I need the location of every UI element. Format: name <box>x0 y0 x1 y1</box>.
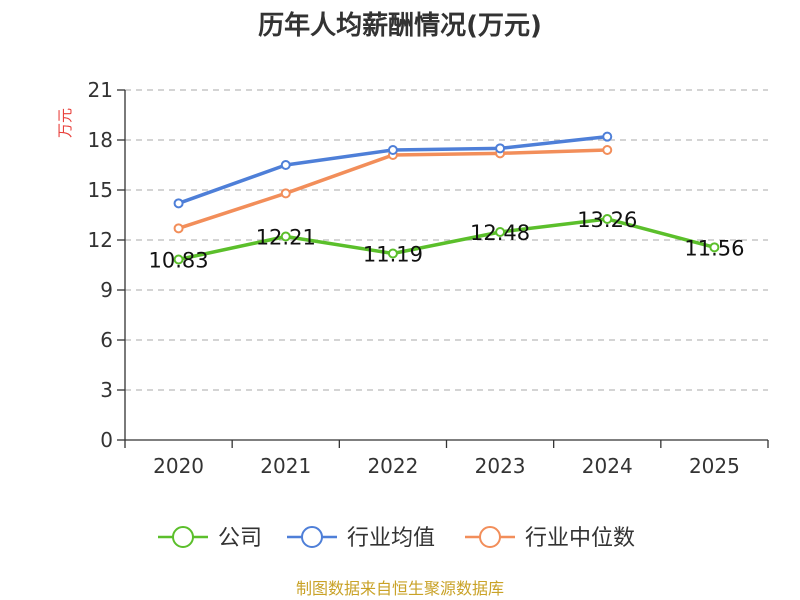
x-tick-label-2024: 2024 <box>582 454 633 478</box>
series-0-point-2025 <box>709 242 720 253</box>
data-label-2023: 12.48 <box>470 221 530 245</box>
y-tick-label-9: 9 <box>100 278 113 302</box>
y-tick-label-0: 0 <box>100 428 113 452</box>
series-1-point-2022 <box>387 145 398 155</box>
series-group <box>173 131 720 265</box>
source-note: 制图数据来自恒生聚源数据库 <box>296 579 504 598</box>
axes: 0 3 6 9 12 15 18 21 2020 2021 2022 2023 2024 2025 <box>88 78 769 478</box>
legend-label-0: 公司 <box>218 526 262 551</box>
data-label-2025: 11.56 <box>684 236 744 260</box>
y-tick-label-12: 12 <box>88 228 113 252</box>
series-2-point-2024 <box>602 145 613 155</box>
data-label-2022: 11.19 <box>363 243 423 267</box>
legend-label-2: 行业中位数 <box>525 526 635 551</box>
series-0-point-2023 <box>495 227 506 237</box>
legend-label-1: 行业均值 <box>347 526 435 551</box>
x-tick-label-2021: 2021 <box>260 454 311 478</box>
series-0-point-2022 <box>387 248 398 259</box>
series-0-point-2024 <box>602 214 613 224</box>
grid-lines <box>125 89 768 391</box>
series-line-2 <box>178 148 608 230</box>
data-label-2021: 12.21 <box>256 226 316 250</box>
legend-marker-1 <box>301 526 323 548</box>
series-0-point-2020 <box>173 254 184 265</box>
legend-marker-0 <box>172 526 194 548</box>
series-1-point-2021 <box>280 160 291 170</box>
data-labels: 10.83 12.21 11.19 12.48 13.26 11.56 <box>149 208 745 273</box>
legend: 公司 行业均值 行业中位数 <box>158 526 635 551</box>
series-1-point-2024 <box>602 131 613 142</box>
data-label-2024: 13.26 <box>577 208 637 232</box>
x-tick-label-2025: 2025 <box>689 454 740 478</box>
chart-title: 历年人均薪酬情况(万元) <box>258 10 542 41</box>
x-tick-label-2020: 2020 <box>153 454 204 478</box>
data-label-2020: 10.83 <box>149 249 209 273</box>
y-tick-label-6: 6 <box>100 328 113 352</box>
series-0-point-2021 <box>280 231 291 242</box>
x-tick-label-2023: 2023 <box>475 454 526 478</box>
y-tick-label-21: 21 <box>88 78 113 102</box>
y-axis-label: 万元 <box>56 108 74 138</box>
y-tick-label-18: 18 <box>88 128 113 152</box>
y-tick-label-3: 3 <box>100 378 113 402</box>
series-1-point-2020 <box>173 198 184 209</box>
series-1-point-2023 <box>495 143 506 154</box>
series-2-point-2020 <box>173 223 184 234</box>
legend-marker-2 <box>479 526 501 548</box>
y-tick-label-15: 15 <box>88 178 113 202</box>
x-tick-label-2022: 2022 <box>367 454 418 478</box>
series-2-point-2021 <box>280 188 291 199</box>
series-line-0 <box>178 217 715 262</box>
